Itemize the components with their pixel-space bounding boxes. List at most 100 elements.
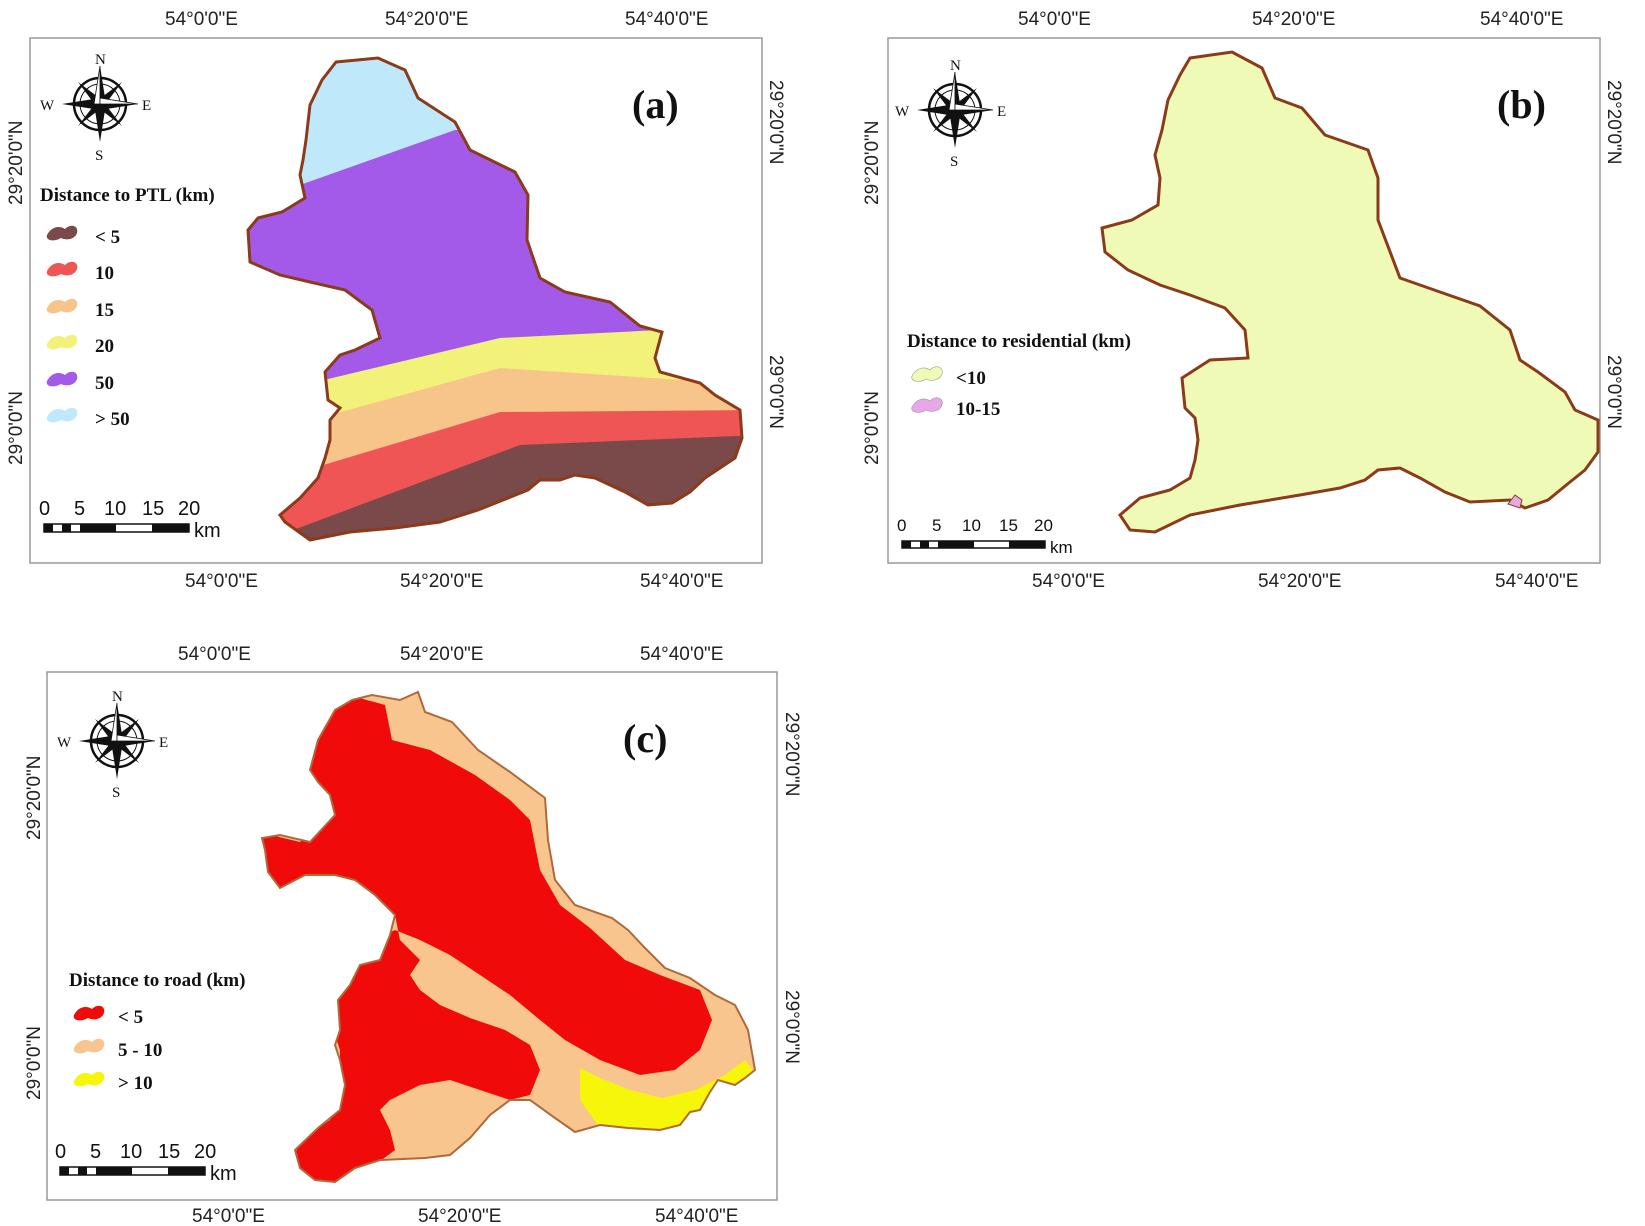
scale-unit-label: km [194,520,221,542]
scale-bar: 0 5 10 15 20 km [897,516,1073,557]
east-label: E [997,104,1006,120]
right-axis-label: 29°0'0"N [765,355,786,429]
bottom-axis-label: 54°0'0"E [192,1206,265,1226]
left-axis-label: 29°0'0"N [6,391,27,465]
right-axis-label: 29°0'0"N [781,990,802,1064]
right-axis-label: 29°20'0"N [781,712,802,797]
legend-item-label: 10 [95,263,114,284]
south-label: S [950,154,958,170]
scale-tick-label: 20 [194,1141,216,1163]
scale-tick-label: 5 [90,1141,101,1163]
north-label: N [950,58,961,74]
south-label: S [112,785,120,801]
legend-item-label: > 50 [95,409,130,430]
scale-tick-label: 5 [932,516,941,535]
bottom-axis-label: 54°20'0"E [400,571,483,592]
bottom-axis-label: 54°0'0"E [1032,571,1105,592]
legend-title: Distance to road (km) [69,970,245,991]
legend-title: Distance to PTL (km) [40,185,215,206]
bottom-axis-label: 54°40'0"E [1495,571,1578,592]
top-axis-label: 54°0'0"E [1018,9,1091,30]
north-arrow: N S E W [40,52,151,164]
scale-bar: 0 5 10 15 20 km [39,498,221,542]
legend: Distance to residential (km) <10 10-15 [907,331,1131,420]
legend-item: < 5 [73,1005,143,1028]
legend-item: 10 [46,261,114,284]
panel-label: (c) [623,716,667,761]
bottom-axis-label: 54°40'0"E [655,1206,738,1226]
west-label: W [895,104,910,120]
east-label: E [142,98,151,114]
scale-tick-label: 10 [104,498,126,520]
north-label: N [112,689,123,705]
north-arrow: N S E W [895,58,1006,170]
scale-tick-label: 5 [74,498,85,520]
legend: Distance to road (km) < 5 5 - 10 > 10 [69,970,245,1094]
legend-item-label: 5 - 10 [118,1040,162,1061]
west-label: W [57,735,72,751]
legend-item: 5 - 10 [73,1038,162,1061]
panel-label: (b) [1497,82,1546,127]
legend-item-label: 20 [95,336,114,357]
legend-item-label: < 5 [118,1007,143,1028]
right-axis-label: 29°20'0"N [1603,80,1624,165]
bottom-axis-label: 54°0'0"E [185,571,258,592]
scale-tick-label: 10 [962,516,981,535]
scale-tick-label: 15 [142,498,164,520]
top-axis-label: 54°20'0"E [385,9,468,30]
bottom-axis-label: 54°40'0"E [640,571,723,592]
legend-title: Distance to residential (km) [907,331,1131,352]
scale-unit-label: km [210,1163,237,1185]
legend-item-label: <10 [956,368,986,389]
scale-tick-label: 15 [999,516,1018,535]
left-axis-label: 29°20'0"N [862,120,883,205]
scale-unit-label: km [1050,538,1073,557]
residential-zone-10-15 [1507,494,1523,509]
right-axis-label: 29°20'0"N [765,80,786,165]
top-axis-label: 54°0'0"E [178,644,251,665]
bottom-axis-label: 54°20'0"E [1258,571,1341,592]
map-panel-b: 54°0'0"E 54°20'0"E 54°40'0"E 54°0'0"E 54… [862,9,1624,592]
right-axis-label: 29°0'0"N [1603,355,1624,429]
scale-tick-label: 15 [158,1141,180,1163]
legend-item: > 50 [46,407,130,430]
legend-item-label: > 10 [118,1073,153,1094]
panel-label: (a) [632,82,679,127]
left-axis-label: 29°0'0"N [24,1026,45,1100]
scale-tick-label: 0 [897,516,906,535]
study-area-boundary [260,690,757,1184]
top-axis-label: 54°40'0"E [625,9,708,30]
scale-tick-label: 0 [39,498,50,520]
legend-item: > 10 [73,1071,153,1094]
scale-tick-label: 0 [55,1141,66,1163]
west-label: W [40,98,55,114]
legend-item-label: 15 [95,300,114,321]
legend-item: 50 [46,371,114,394]
left-axis-label: 29°20'0"N [24,755,45,840]
scale-tick-label: 20 [178,498,200,520]
map-panel-c: 54°0'0"E 54°20'0"E 54°40'0"E 54°0'0"E 54… [24,644,802,1226]
study-area-boundary [1100,50,1600,534]
top-axis-label: 54°40'0"E [640,644,723,665]
east-label: E [159,735,168,751]
map-panel-a: 54°0'0"E 54°20'0"E 54°40'0"E 54°0'0"E 54… [6,9,786,592]
bottom-axis-label: 54°20'0"E [418,1206,501,1226]
left-axis-label: 29°20'0"N [6,120,27,205]
south-label: S [95,148,103,164]
north-arrow: N S E W [57,689,168,801]
legend: Distance to PTL (km) < 5 10 15 20 50 > 5… [40,185,215,430]
legend-item-label: < 5 [95,227,120,248]
scale-bar: 0 5 10 15 20 km [55,1141,237,1185]
study-area-boundary [246,56,744,542]
top-axis-label: 54°40'0"E [1480,9,1563,30]
top-axis-label: 54°20'0"E [1252,9,1335,30]
legend-item-label: 10-15 [956,399,1000,420]
legend-item: < 5 [46,225,120,248]
scale-tick-label: 20 [1034,516,1053,535]
north-label: N [95,52,106,68]
top-axis-label: 54°0'0"E [165,9,238,30]
legend-item: 15 [46,298,114,321]
scale-tick-label: 10 [120,1141,142,1163]
left-axis-label: 29°0'0"N [862,391,883,465]
